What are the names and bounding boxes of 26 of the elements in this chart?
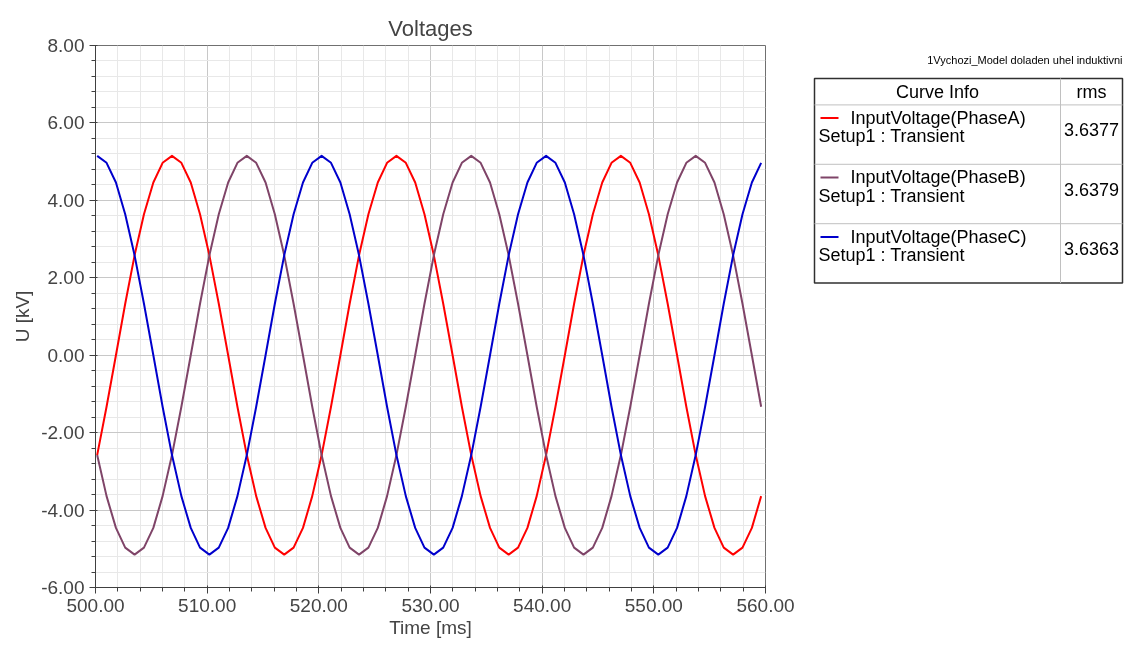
x-axis-title: Time [ms] [389,616,472,638]
y-tick-label: 6.00 [47,112,85,134]
x-tick-label: 530.00 [401,594,460,616]
x-tick-label: 560.00 [736,594,795,616]
x-tick-label: 550.00 [624,594,683,616]
y-axis-title: U [kV] [12,290,34,343]
y-tick-label: 2.00 [47,267,85,289]
legend-label: InputVoltage(PhaseA) [850,108,1026,129]
x-tick-label: 540.00 [513,594,572,616]
y-tick-label: -2.00 [41,422,85,444]
legend-label: InputVoltage(PhaseB) [850,167,1026,188]
chart-title: Voltages [388,15,473,41]
text: Curve Info [895,81,980,102]
y-tick-label: 4.00 [47,189,85,211]
line-series [96,154,763,556]
y-tick-label: -4.00 [41,499,85,521]
x-tick-label: 510.00 [178,594,237,616]
x-tick-label: 520.00 [289,594,348,616]
text: rms [1076,81,1107,102]
text: 3.6377 [1063,120,1120,141]
y-tick-label: 8.00 [47,35,85,56]
text: 1Vychozi_Model doladen uhel induktivni [927,54,1123,67]
text: 3.6363 [1063,238,1120,259]
legend-label: InputVoltage(PhaseC) [850,226,1027,247]
y-tick-label: 0.00 [47,344,85,366]
text: 3.6379 [1063,179,1120,200]
